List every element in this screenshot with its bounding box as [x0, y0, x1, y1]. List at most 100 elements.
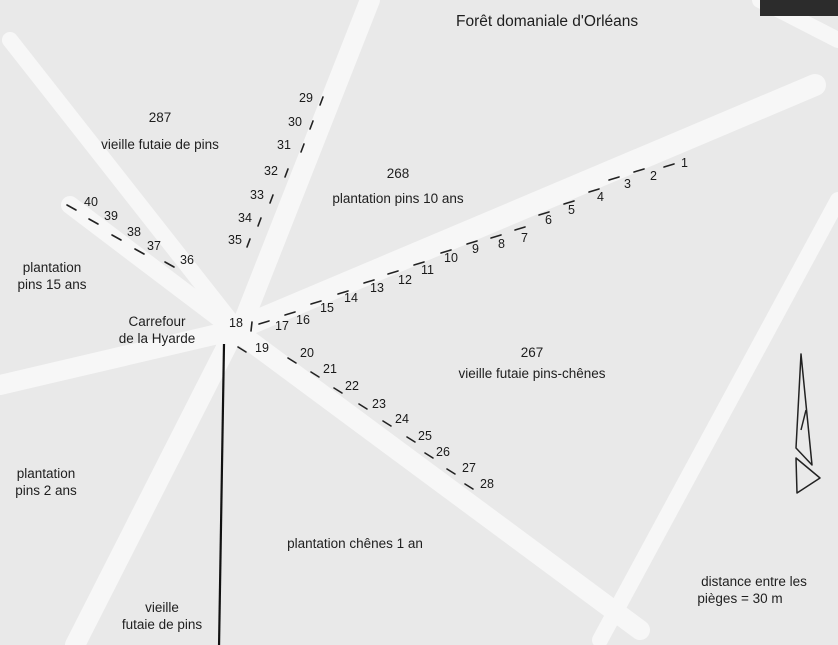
plantation-15-line2: pins 15 ans [17, 277, 87, 292]
vieille-bottom-line1: vieille [145, 600, 179, 615]
trap-29-label: 29 [299, 91, 313, 105]
trap-20-mark [287, 357, 297, 364]
trap-27-mark [446, 468, 456, 475]
trap-9-mark [466, 240, 478, 245]
parcel-268-number: 268 [386, 166, 410, 181]
trap-8-mark [490, 234, 502, 239]
trap-4-label: 4 [597, 190, 604, 204]
trap-25-mark [406, 436, 416, 443]
trap-40-label: 40 [84, 195, 98, 209]
plantation-chenes-label: plantation chênes 1 an [287, 536, 423, 551]
ride-southeast [225, 320, 650, 640]
trap-14-label: 14 [344, 291, 358, 305]
ride-west [0, 320, 245, 395]
trap-21-mark [310, 371, 320, 378]
trap-31-mark [300, 143, 305, 153]
trap-20-label: 20 [300, 346, 314, 360]
trap-39-label: 39 [104, 209, 118, 223]
trap-22-mark [333, 387, 343, 394]
trap-14-mark [337, 290, 349, 295]
trap-27-label: 27 [462, 461, 476, 475]
trap-24-mark [382, 420, 392, 427]
trap-1-mark [663, 163, 675, 168]
trap-4-mark [588, 188, 600, 193]
trap-37-mark [134, 248, 145, 255]
trap-39-mark [88, 218, 99, 225]
legend-line1: distance entre les [701, 574, 807, 589]
trap-15-mark [310, 300, 322, 305]
plantation-2-line2: pins 2 ans [15, 483, 77, 498]
trap-6-mark [538, 211, 550, 216]
trap-10-mark [440, 249, 452, 254]
scan-corner-shadow [760, 0, 838, 16]
trap-5-label: 5 [568, 203, 575, 217]
trap-12-mark [387, 270, 399, 275]
trap-19-label: 19 [255, 341, 269, 355]
trap-19-mark [237, 346, 247, 353]
ride-upper-left [2, 32, 246, 338]
trap-38-mark [111, 234, 122, 241]
ride-southwest [65, 320, 245, 645]
trap-23-mark [358, 403, 368, 410]
trap-21-label: 21 [323, 362, 337, 376]
trap-1-label: 1 [681, 156, 688, 170]
trap-11-mark [413, 261, 425, 266]
trap-24-label: 24 [395, 412, 409, 426]
trap-13-label: 13 [370, 281, 384, 295]
trap-35-mark [246, 238, 251, 248]
trap-26-mark [424, 452, 434, 459]
trap-2-mark [633, 168, 645, 173]
trap-9-label: 9 [472, 242, 479, 256]
trap-marks [66, 96, 675, 490]
trap-5-mark [563, 200, 575, 205]
trap-8-label: 8 [498, 237, 505, 251]
trap-22-label: 22 [345, 379, 359, 393]
trap-23-label: 23 [372, 397, 386, 411]
trap-28-mark [464, 483, 474, 490]
trap-26-label: 26 [436, 445, 450, 459]
vieille-bottom-line2: futaie de pins [121, 617, 203, 632]
trap-31-label: 31 [277, 138, 291, 152]
trap-33-label: 33 [250, 188, 264, 202]
trap-17-label: 17 [275, 319, 289, 333]
junction-line2: de la Hyarde [118, 331, 196, 346]
trap-10-label: 10 [444, 251, 458, 265]
trap-35-label: 35 [228, 233, 242, 247]
trap-32-label: 32 [264, 164, 278, 178]
trap-34-label: 34 [238, 211, 252, 225]
parcel-267-number: 267 [520, 345, 544, 360]
ride-northwest [61, 196, 244, 339]
trap-16-label: 16 [296, 313, 310, 327]
ride-north [230, 0, 380, 340]
road-south [217, 343, 226, 645]
map-title: Forêt domaniale d'Orléans [456, 13, 639, 30]
trap-6-label: 6 [545, 213, 552, 227]
trap-16-mark [284, 311, 296, 316]
trap-2-label: 2 [650, 169, 657, 183]
trap-18-mark [250, 321, 253, 332]
trap-29-mark [319, 96, 324, 106]
plantation-2-line1: plantation [16, 466, 76, 481]
trap-30-label: 30 [288, 115, 302, 129]
parcel-268-label: plantation pins 10 ans [332, 191, 464, 206]
trap-11-label: 11 [421, 263, 434, 277]
parcel-287-number: 287 [148, 110, 172, 125]
trap-25-label: 25 [418, 429, 432, 443]
trap-13-mark [363, 279, 375, 284]
trap-33-mark [269, 194, 274, 204]
north-arrow-icon [795, 353, 821, 494]
trap-32-mark [284, 168, 289, 178]
ride-far-east [592, 192, 838, 645]
trap-30-mark [309, 120, 314, 130]
trap-3-label: 3 [624, 177, 631, 191]
parcel-267-label: vieille futaie pins-chênes [458, 366, 606, 381]
plantation-15-line1: plantation [22, 260, 82, 275]
parcel-287-label: vieille futaie de pins [101, 137, 219, 152]
trap-17-mark [258, 320, 270, 325]
trap-38-label: 38 [127, 225, 141, 239]
trap-7-mark [514, 226, 526, 231]
trap-28-label: 28 [480, 477, 494, 491]
